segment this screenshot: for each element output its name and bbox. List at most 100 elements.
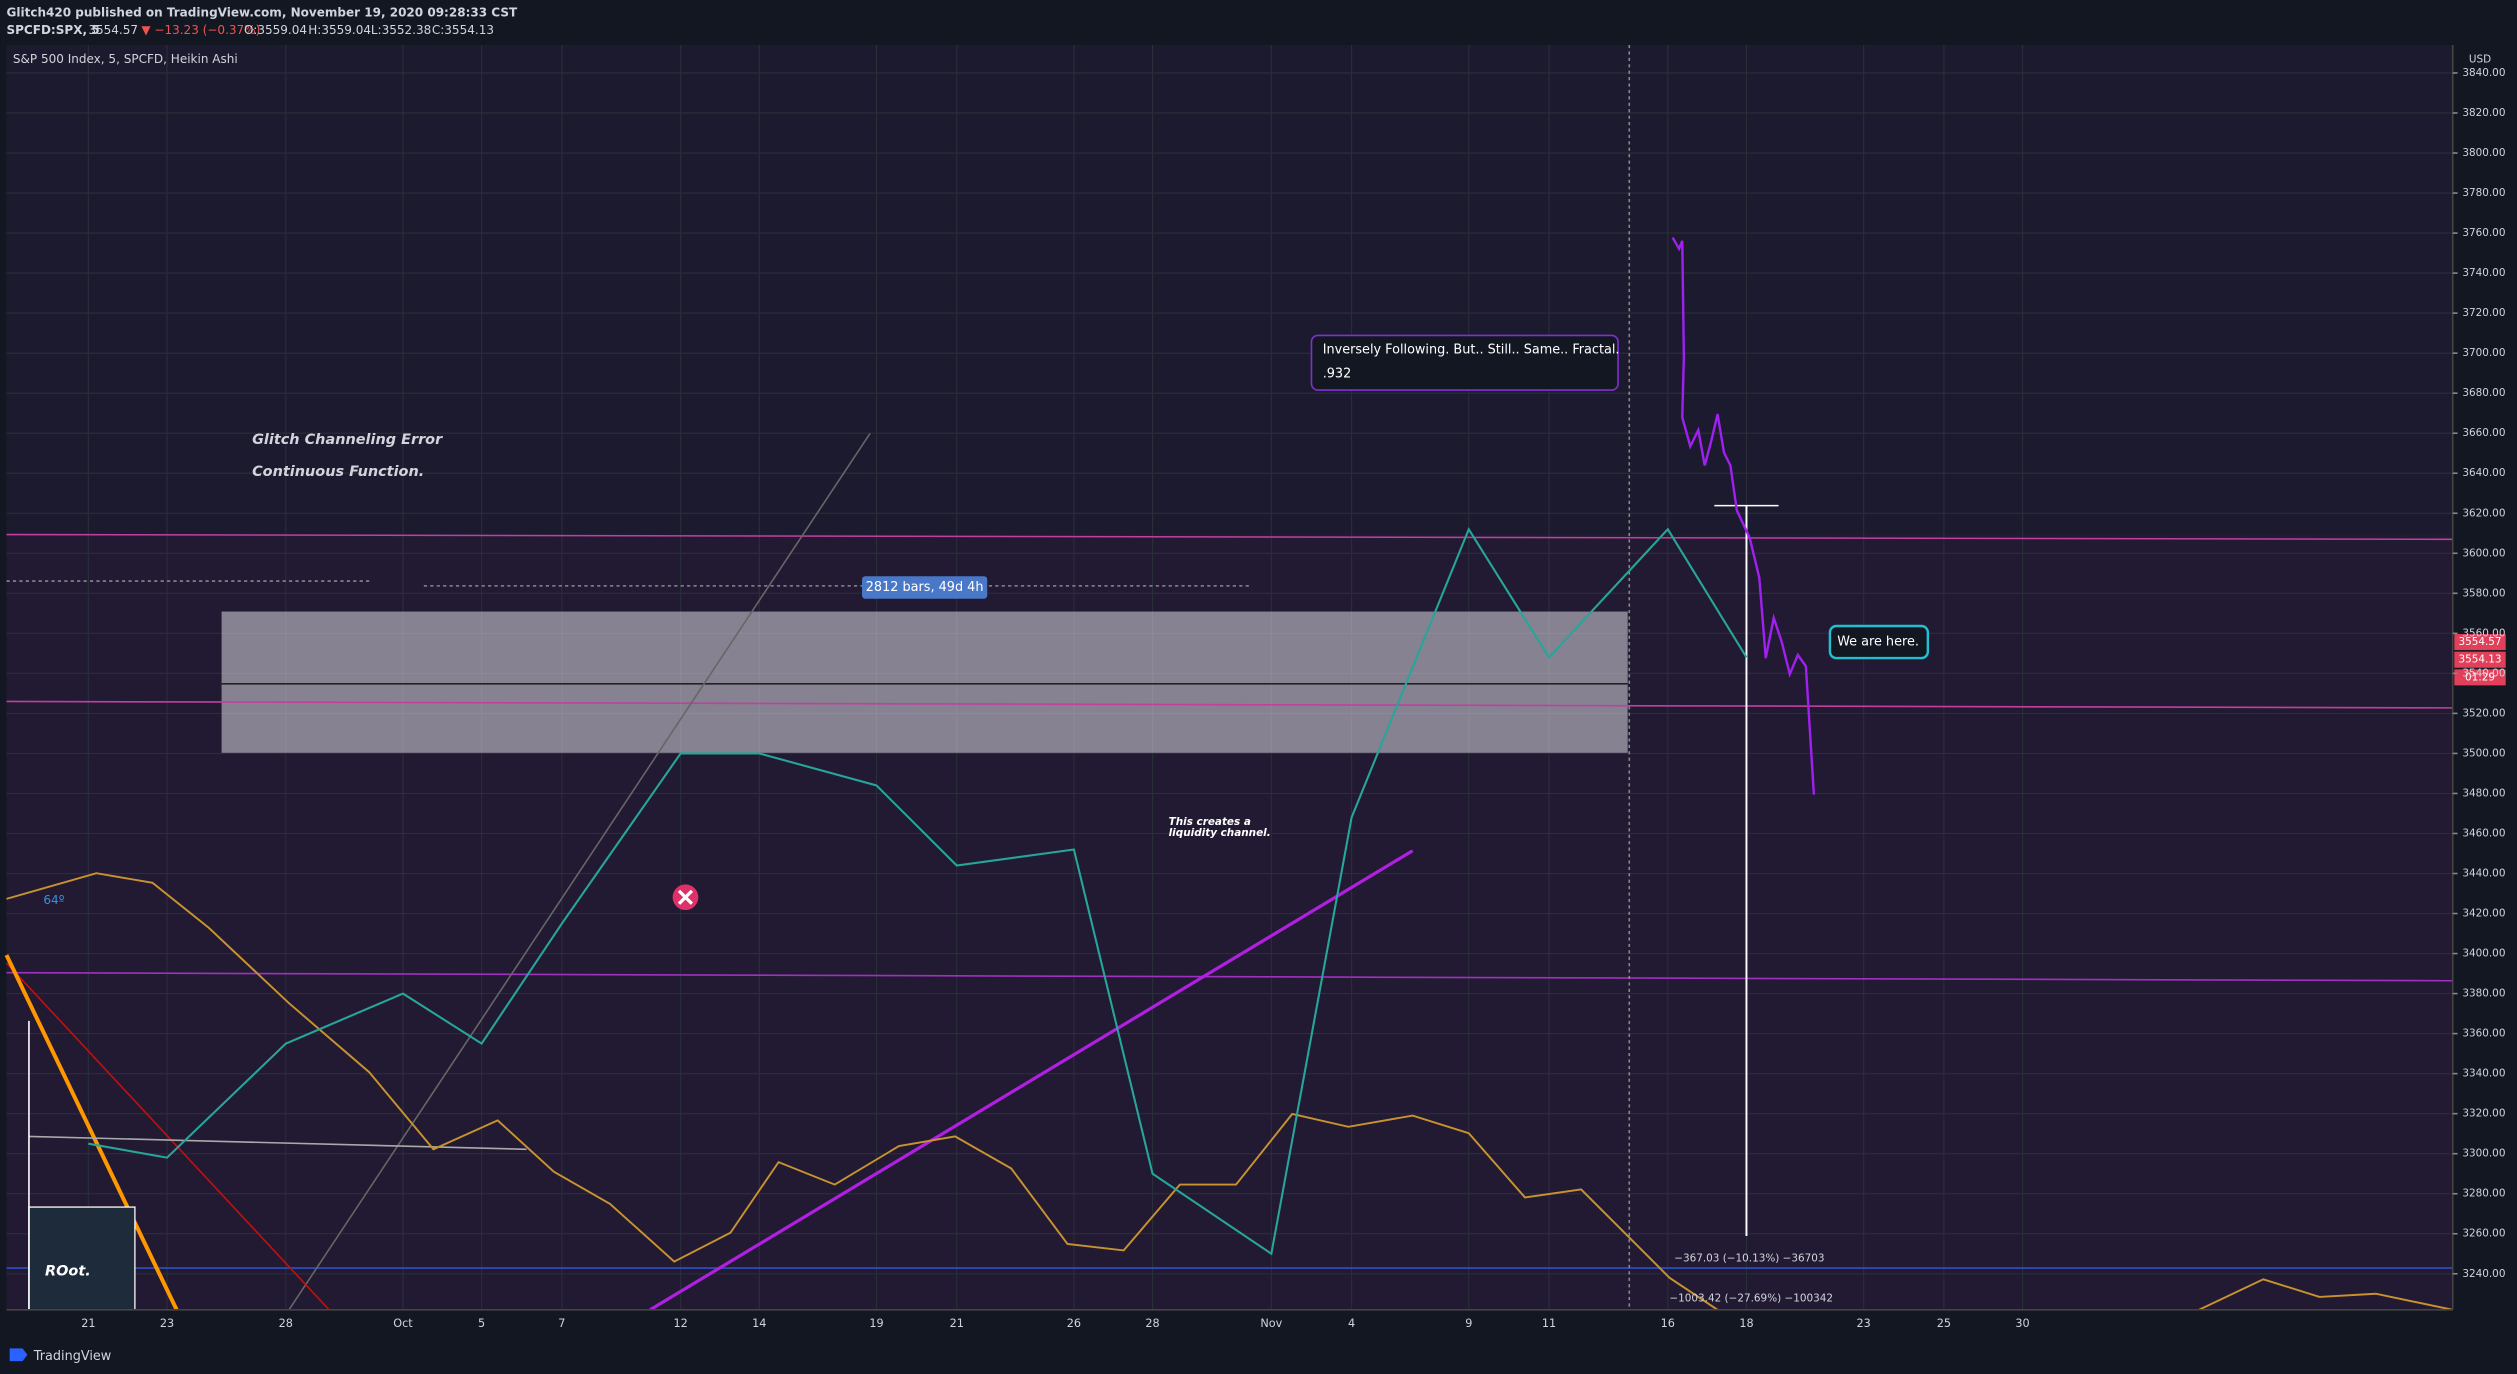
moving-average bbox=[6, 872, 1719, 1311]
price-box bbox=[2454, 651, 2506, 668]
y-tick-label: 3380.00 bbox=[2462, 988, 2505, 1000]
y-tick-label: 3400.00 bbox=[2462, 948, 2505, 960]
moving-average bbox=[2198, 1278, 2453, 1311]
x-tick-label: Nov bbox=[1260, 1317, 1282, 1330]
callout bbox=[1310, 334, 1619, 391]
root-box bbox=[28, 1206, 136, 1311]
y-tick-label: 3500.00 bbox=[2462, 747, 2505, 759]
x-tick-label: 12 bbox=[674, 1317, 688, 1330]
y-tick-label: 3800.00 bbox=[2462, 147, 2505, 159]
x-tick-label: 25 bbox=[1937, 1317, 1951, 1330]
y-tick-label: 3440.00 bbox=[2462, 868, 2505, 880]
price-label: 3554.13 bbox=[2458, 654, 2501, 666]
x-tick-label: 21 bbox=[950, 1317, 964, 1330]
x-tick-label: 16 bbox=[1661, 1317, 1675, 1330]
red-line bbox=[5, 962, 330, 1311]
y-tick-label: 3240.00 bbox=[2462, 1268, 2505, 1280]
price-label: 3554.57 bbox=[2458, 636, 2501, 648]
y-tick-label: 3740.00 bbox=[2462, 267, 2505, 279]
y-tick-label: 3820.00 bbox=[2462, 107, 2505, 119]
h-line bbox=[6, 533, 2453, 541]
annotation: .932 bbox=[1323, 366, 1352, 381]
x-tick-label: 28 bbox=[279, 1317, 293, 1330]
y-tick-label: 3720.00 bbox=[2462, 307, 2505, 319]
x-tick-label: 30 bbox=[2015, 1317, 2029, 1330]
orange-line bbox=[4, 954, 179, 1311]
y-tick-label: 3480.00 bbox=[2462, 787, 2505, 799]
y-tick-label: 3520.00 bbox=[2462, 707, 2505, 719]
y-tick-label: 3840.00 bbox=[2462, 67, 2505, 79]
price-box bbox=[2454, 669, 2506, 686]
annotation: Glitch Channeling Error bbox=[252, 432, 443, 448]
annotation: 64º bbox=[43, 893, 64, 907]
x-tick-label: 26 bbox=[1067, 1317, 1081, 1330]
y-tick-label: 3640.00 bbox=[2462, 467, 2505, 479]
y-tick-label: 3780.00 bbox=[2462, 187, 2505, 199]
x-tick-label: 18 bbox=[1739, 1317, 1753, 1330]
trend-line bbox=[649, 849, 1414, 1312]
y-tick-label: 3460.00 bbox=[2462, 827, 2505, 839]
annotation: Inversely Following. But.. Still.. Same.… bbox=[1323, 342, 1620, 357]
h-line bbox=[6, 971, 2453, 982]
bars-box bbox=[862, 576, 988, 599]
x-tick-label: 5 bbox=[478, 1317, 485, 1330]
y-tick-label: 3320.00 bbox=[2462, 1108, 2505, 1120]
y-tick-label: 3760.00 bbox=[2462, 227, 2505, 239]
y-tick-label: 3420.00 bbox=[2462, 908, 2505, 920]
x-tick-label: 21 bbox=[81, 1317, 95, 1330]
y-tick-label: 3560.00 bbox=[2462, 627, 2505, 639]
y-tick-label: 3700.00 bbox=[2462, 347, 2505, 359]
y-tick-label: 3280.00 bbox=[2462, 1188, 2505, 1200]
x-tick-label: Oct bbox=[393, 1317, 413, 1330]
series bbox=[88, 526, 1748, 1256]
annotation: −1003.42 (−27.69%) −100342 bbox=[1669, 1293, 1833, 1305]
y-tick-label: 3340.00 bbox=[2462, 1068, 2505, 1080]
labels: Glitch420 published on TradingView.com, … bbox=[6, 5, 2505, 1364]
grey-line bbox=[28, 1135, 527, 1151]
change: ▼ −13.23 (−0.37%) bbox=[141, 23, 260, 37]
x-tick-label: 19 bbox=[869, 1317, 883, 1330]
ohlc: O:3559.04 bbox=[244, 23, 307, 37]
x-tick-label: 7 bbox=[558, 1317, 565, 1330]
range-box bbox=[221, 611, 1628, 753]
cross-mark bbox=[677, 889, 694, 905]
x-tick-label: 28 bbox=[1145, 1317, 1159, 1330]
y-tick-label: 3680.00 bbox=[2462, 387, 2505, 399]
x-tick-label: 9 bbox=[1465, 1317, 1472, 1330]
countdown: 01:29 bbox=[2465, 671, 2495, 683]
callout bbox=[1828, 624, 1930, 660]
y-tick-label: 3600.00 bbox=[2462, 547, 2505, 559]
y-tick-label: 3360.00 bbox=[2462, 1028, 2505, 1040]
symbol: SPCFD:SPX, 5 bbox=[6, 23, 99, 37]
chart-title: S&P 500 Index, 5, SPCFD, Heikin Ashi bbox=[13, 52, 238, 66]
annotation: liquidity channel. bbox=[1169, 827, 1271, 839]
logo bbox=[9, 1348, 28, 1362]
drawings bbox=[4, 44, 2453, 1312]
price-box bbox=[2454, 634, 2506, 651]
x-tick-label: 4 bbox=[1348, 1317, 1355, 1330]
y-tick-label: 3620.00 bbox=[2462, 507, 2505, 519]
x-tick-label: 23 bbox=[160, 1317, 174, 1330]
ohlc: L:3552.38 bbox=[371, 23, 431, 37]
x-tick-label: 11 bbox=[1542, 1317, 1556, 1330]
y-tick-label: 3260.00 bbox=[2462, 1228, 2505, 1240]
brand: TradingView bbox=[33, 1349, 112, 1364]
fan-line bbox=[288, 432, 871, 1311]
h-line bbox=[6, 700, 2453, 709]
y-tick-label: 3660.00 bbox=[2462, 427, 2505, 439]
price-line bbox=[88, 526, 1748, 1256]
ohlc: H:3559.04 bbox=[308, 23, 371, 37]
x-tick-label: 14 bbox=[752, 1317, 766, 1330]
y-tick-label: 3580.00 bbox=[2462, 587, 2505, 599]
publisher: Glitch420 published on TradingView.com, … bbox=[6, 5, 518, 19]
unit: USD bbox=[2469, 53, 2491, 65]
last: 3554.57 bbox=[88, 23, 138, 37]
x-tick-label: 23 bbox=[1856, 1317, 1870, 1330]
annotation: Continuous Function. bbox=[252, 464, 424, 480]
annotation: We are here. bbox=[1837, 635, 1919, 650]
annotation: ROot. bbox=[45, 1263, 91, 1279]
annotation: This creates a bbox=[1169, 816, 1251, 828]
annotation: −367.03 (−10.13%) −36703 bbox=[1674, 1252, 1824, 1264]
